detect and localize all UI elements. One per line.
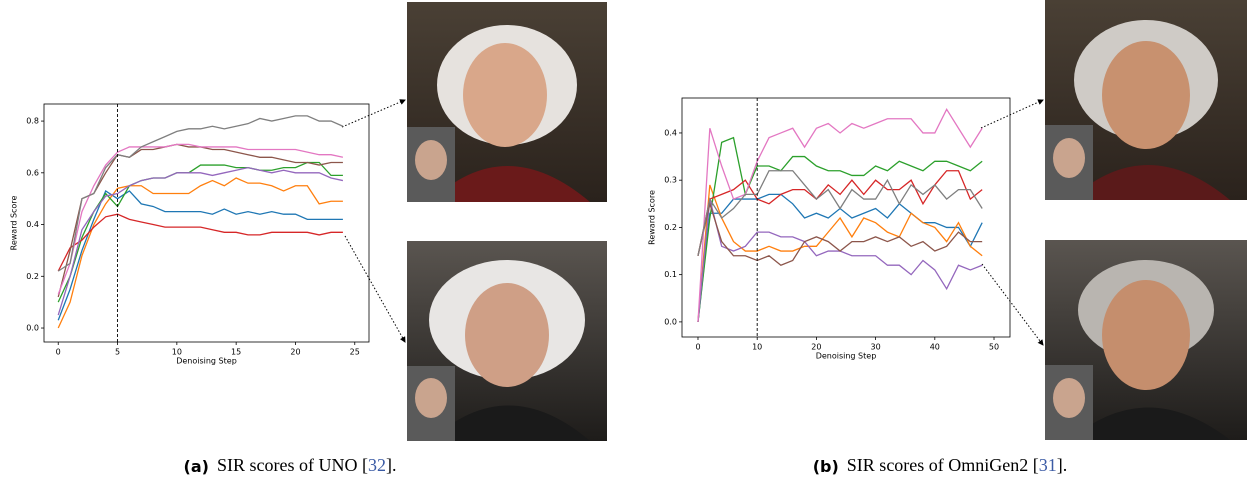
series-line (697, 108, 983, 322)
plot-frame (43, 103, 370, 343)
y-tick-label: 0.2 (664, 223, 677, 232)
y-axis-label: Reward Score (10, 196, 19, 251)
series-line (697, 193, 983, 322)
x-tick-label: 40 (930, 343, 940, 352)
series-line (697, 170, 983, 256)
x-tick-label: 10 (752, 343, 762, 352)
x-axis-label: Denoising Step (816, 352, 877, 361)
plot-frame (681, 97, 1011, 338)
arrows (341, 99, 1044, 346)
photo (407, 241, 607, 441)
caption-label: (b) (813, 457, 839, 476)
series-line (57, 213, 343, 272)
photo (407, 2, 607, 202)
y-tick-label: 0.4 (664, 128, 677, 137)
series-line (57, 189, 343, 321)
y-tick-label: 0.0 (664, 317, 677, 326)
x-tick-label: 10 (172, 348, 182, 357)
x-tick-label: 25 (350, 348, 360, 357)
y-tick-label: 0.3 (664, 176, 677, 185)
series-line (697, 201, 983, 266)
caption-ref: 32 (368, 455, 386, 475)
series-line (697, 170, 983, 256)
caption-ref: 31 (1039, 455, 1057, 475)
y-tick-label: 0.4 (26, 220, 39, 229)
x-tick-label: 0 (56, 348, 61, 357)
x-tick-label: 50 (989, 343, 999, 352)
x-tick-label: 0 (695, 343, 700, 352)
series-line (57, 177, 343, 329)
caption-end: ]. (386, 455, 397, 475)
series-line (57, 143, 344, 295)
x-tick-label: 15 (231, 348, 241, 357)
y-tick-label: 0.2 (26, 272, 39, 281)
caption-label: (a) (184, 457, 209, 476)
series-line (57, 115, 344, 272)
series-line (697, 184, 983, 322)
caption-end: ]. (1057, 455, 1068, 475)
y-tick-label: 0.6 (26, 168, 39, 177)
photo (1045, 240, 1247, 440)
photo (1045, 0, 1247, 200)
caption: (a) SIR scores of UNO [32]. (184, 455, 397, 475)
series-line (57, 166, 344, 316)
y-tick-label: 0.0 (26, 324, 39, 333)
series-line (697, 136, 983, 322)
x-tick-label: 5 (115, 348, 120, 357)
caption: (b) SIR scores of OmniGen2 [31]. (813, 455, 1068, 475)
x-tick-label: 30 (871, 343, 881, 352)
caption-text: SIR scores of OmniGen2 [ (847, 455, 1039, 475)
caption-text: SIR scores of UNO [ (217, 455, 368, 475)
y-tick-label: 0.8 (26, 117, 39, 126)
y-axis-label: Reward Score (648, 190, 657, 245)
x-axis-label: Denoising Step (176, 357, 237, 366)
x-tick-label: 20 (290, 348, 300, 357)
y-tick-label: 0.1 (664, 270, 677, 279)
series-line (57, 161, 343, 303)
x-tick-label: 20 (811, 343, 821, 352)
